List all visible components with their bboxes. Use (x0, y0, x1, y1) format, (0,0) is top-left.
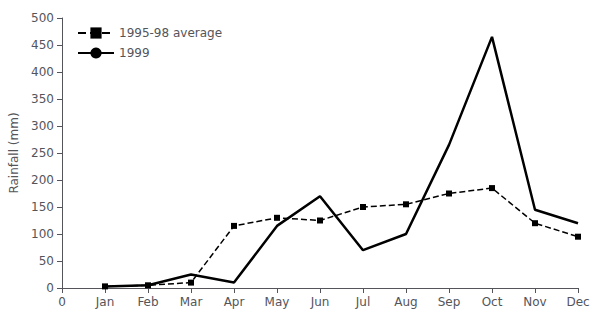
svg-text:1995-98 average: 1995-98 average (119, 26, 222, 40)
svg-text:1999: 1999 (119, 46, 150, 60)
svg-text:Apr: Apr (224, 295, 245, 309)
svg-text:400: 400 (31, 65, 54, 79)
svg-text:Dec: Dec (566, 295, 589, 309)
svg-text:0: 0 (46, 281, 54, 295)
svg-text:150: 150 (31, 200, 54, 214)
svg-text:Jan: Jan (95, 295, 115, 309)
svg-text:Oct: Oct (482, 295, 503, 309)
svg-text:450: 450 (31, 38, 54, 52)
svg-text:Jul: Jul (355, 295, 370, 309)
svg-text:350: 350 (31, 92, 54, 106)
svg-text:Feb: Feb (137, 295, 158, 309)
svg-text:100: 100 (31, 227, 54, 241)
svg-text:250: 250 (31, 146, 54, 160)
svg-text:200: 200 (31, 173, 54, 187)
svg-text:300: 300 (31, 119, 54, 133)
svg-text:Jun: Jun (310, 295, 330, 309)
svg-text:Sep: Sep (438, 295, 461, 309)
svg-text:50: 50 (39, 254, 54, 268)
svg-text:Nov: Nov (523, 295, 546, 309)
svg-text:500: 500 (31, 11, 54, 25)
svg-text:May: May (265, 295, 290, 309)
svg-text:Mar: Mar (180, 295, 203, 309)
svg-text:Aug: Aug (394, 295, 417, 309)
svg-text:0: 0 (58, 295, 66, 309)
svg-text:Rainfall (mm): Rainfall (mm) (7, 112, 21, 193)
